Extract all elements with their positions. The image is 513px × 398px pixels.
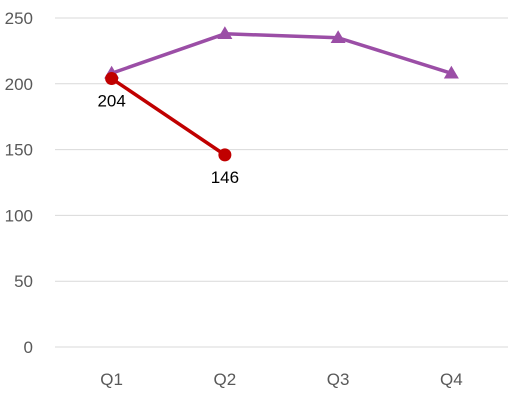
y-tick-label: 0 [24,338,33,357]
x-tick-label: Q1 [100,370,123,389]
series-line [109,76,227,157]
y-tick-label: 200 [5,75,33,94]
data-point-triangle [443,65,459,79]
x-tick-label: Q2 [214,370,237,389]
gridlines [55,17,508,348]
y-tick-label: 100 [5,206,33,225]
x-tick-label: Q4 [440,370,463,389]
data-point-triangle [330,30,346,43]
series-lines [104,26,459,162]
data-label: 204 [97,92,125,111]
data-point-circle [218,148,232,162]
y-tick-label: 50 [14,272,33,291]
y-tick-label: 250 [5,9,33,28]
series-line [109,32,454,76]
data-point-circle [105,72,119,86]
x-tick-label: Q3 [327,370,350,389]
data-label: 146 [211,168,239,187]
data-point-triangle [217,26,233,40]
data-labels: 204 146 [97,92,239,187]
x-axis-tick-labels: Q1 Q2 Q3 Q4 [100,370,462,389]
y-axis-tick-labels: 0 50 100 150 200 250 [5,9,33,357]
y-tick-label: 150 [5,141,33,160]
